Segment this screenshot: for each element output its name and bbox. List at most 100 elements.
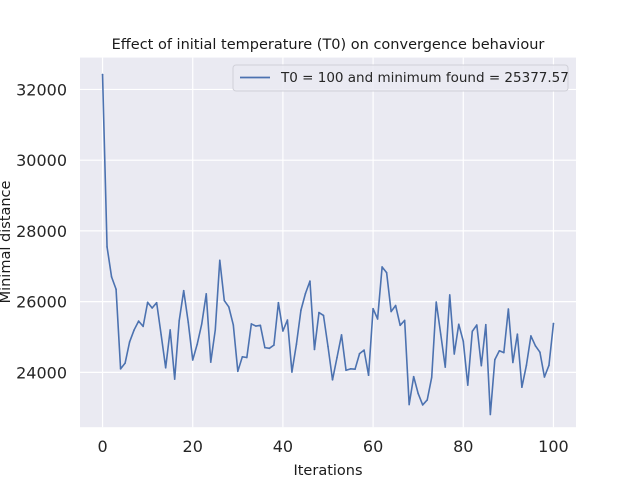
data-point xyxy=(318,311,320,314)
y-tick-label: 24000 xyxy=(16,363,67,382)
data-point xyxy=(214,329,217,331)
data-point xyxy=(137,320,140,322)
data-point xyxy=(101,73,104,76)
data-point xyxy=(268,347,271,350)
data-point xyxy=(309,280,311,282)
data-point xyxy=(182,289,185,292)
data-point xyxy=(372,307,374,310)
data-point xyxy=(119,368,122,370)
data-point xyxy=(539,351,541,354)
data-point xyxy=(246,356,248,359)
data-point xyxy=(164,366,167,369)
data-point xyxy=(250,323,253,325)
data-point xyxy=(336,356,338,359)
data-point xyxy=(209,361,212,363)
y-tick-labels: 24000 26000 28000 30000 32000 xyxy=(16,80,67,382)
data-point xyxy=(543,376,546,378)
data-point xyxy=(228,306,230,308)
y-tick-label: 26000 xyxy=(16,293,67,312)
data-point xyxy=(385,271,388,274)
x-axis-label: Iterations xyxy=(293,463,362,479)
x-tick-labels: 0 20 40 60 80 100 xyxy=(97,437,568,456)
data-point xyxy=(187,321,190,323)
data-point xyxy=(191,359,194,361)
data-point xyxy=(196,343,199,345)
data-point xyxy=(503,351,505,354)
data-point xyxy=(453,353,456,355)
series-points xyxy=(101,73,555,416)
data-point xyxy=(390,310,392,313)
data-point xyxy=(146,301,149,304)
data-point xyxy=(471,330,474,333)
data-point xyxy=(403,319,406,322)
data-point xyxy=(480,364,483,367)
data-point xyxy=(322,314,325,317)
data-point xyxy=(548,364,550,367)
data-point xyxy=(435,301,438,303)
data-point xyxy=(115,288,117,291)
data-point xyxy=(128,341,131,343)
x-tick-label: 40 xyxy=(273,437,293,456)
data-point xyxy=(327,345,329,348)
data-point xyxy=(534,345,537,347)
data-point xyxy=(399,324,401,327)
data-point xyxy=(516,333,519,335)
data-point xyxy=(291,371,293,373)
data-point xyxy=(304,292,307,295)
data-point xyxy=(273,344,275,346)
data-point xyxy=(340,334,343,336)
data-point xyxy=(151,307,153,309)
data-point xyxy=(232,324,235,326)
data-point xyxy=(448,294,451,296)
data-point xyxy=(178,319,180,322)
data-point xyxy=(169,329,171,331)
data-point xyxy=(295,343,298,345)
data-point xyxy=(394,304,397,307)
data-point xyxy=(439,333,442,335)
data-point xyxy=(408,403,410,406)
data-point xyxy=(476,324,478,326)
data-point xyxy=(457,323,460,326)
x-tick-label: 0 xyxy=(97,437,107,456)
data-point xyxy=(237,370,239,373)
data-point xyxy=(367,374,370,377)
data-point xyxy=(173,378,176,380)
plot-area xyxy=(80,57,576,428)
data-point xyxy=(354,368,356,371)
data-point xyxy=(110,276,113,278)
data-point xyxy=(264,346,266,349)
data-point xyxy=(300,309,302,311)
data-point xyxy=(417,392,419,395)
data-point xyxy=(241,356,244,358)
data-point xyxy=(426,399,429,401)
y-axis-label: Minimal distance xyxy=(0,181,14,304)
data-point xyxy=(444,366,447,368)
data-point xyxy=(349,368,352,370)
data-point xyxy=(489,413,492,416)
data-point xyxy=(124,362,126,364)
data-point xyxy=(286,319,289,321)
chart-title: Effect of initial temperature (T0) on co… xyxy=(112,37,545,53)
data-point xyxy=(255,325,257,327)
data-point xyxy=(512,361,514,364)
y-tick-label: 30000 xyxy=(16,151,67,170)
data-point xyxy=(521,386,523,389)
data-point xyxy=(282,330,284,332)
x-tick-label: 100 xyxy=(538,437,569,456)
data-point xyxy=(277,301,280,304)
data-point xyxy=(358,352,361,355)
data-point xyxy=(376,318,379,320)
legend: T0 = 100 and minimum found = 25377.57 xyxy=(232,64,569,92)
data-point xyxy=(133,329,135,331)
y-tick-label: 28000 xyxy=(16,222,67,241)
x-tick-label: 80 xyxy=(453,437,473,456)
data-point xyxy=(331,379,334,381)
data-point xyxy=(530,335,532,337)
data-point xyxy=(507,308,510,310)
data-point xyxy=(313,348,316,351)
data-point xyxy=(223,299,226,302)
data-point xyxy=(485,323,487,326)
data-point xyxy=(498,350,501,352)
data-point xyxy=(218,259,221,262)
data-point xyxy=(106,246,108,248)
